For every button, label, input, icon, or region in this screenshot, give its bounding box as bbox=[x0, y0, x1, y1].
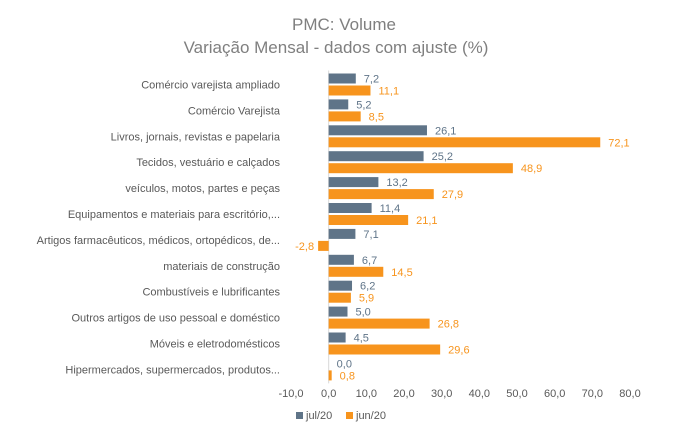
value-label-jun20: 14,5 bbox=[391, 267, 412, 279]
plot-area: Comércio varejista ampliado 7,211,1 Comérc… bbox=[37, 70, 641, 400]
bar-jul20 bbox=[328, 99, 349, 110]
value-label-jun20: 11,1 bbox=[378, 86, 399, 98]
chart-title: PMC: Volume bbox=[292, 15, 396, 34]
bar-jul20 bbox=[328, 151, 424, 162]
value-label-jun20: -2,8 bbox=[295, 241, 314, 253]
value-label-jul20: 6,7 bbox=[362, 255, 377, 267]
category-label: Móveis e eletrodomésticos bbox=[150, 339, 281, 351]
category-label: materiais de construção bbox=[163, 261, 280, 273]
bar-jul20 bbox=[328, 203, 372, 213]
bar-jul20 bbox=[328, 125, 427, 136]
value-label-jun20: 8,5 bbox=[369, 111, 384, 123]
bar-jun20 bbox=[328, 370, 332, 381]
category-label: Equipamentos e materiais para escritório… bbox=[68, 209, 280, 221]
bar-jun20 bbox=[328, 163, 513, 174]
value-label-jul20: 6,2 bbox=[360, 281, 375, 293]
bar-jul20 bbox=[328, 177, 379, 188]
legend-label-jun20: jun/20 bbox=[355, 410, 386, 422]
x-tick-label: 70,0 bbox=[582, 388, 603, 400]
x-tick-label: 80,0 bbox=[619, 388, 640, 400]
bar-jun20 bbox=[328, 189, 434, 200]
value-label-jun20: 29,6 bbox=[448, 345, 469, 357]
value-label-jul20: 0,0 bbox=[337, 358, 352, 370]
category-label: Comércio Varejista bbox=[188, 105, 281, 117]
value-label-jul20: 25,2 bbox=[432, 151, 453, 163]
legend: jul/20 jun/20 bbox=[296, 410, 386, 422]
category-label: Combustíveis e lubrificantes bbox=[142, 287, 280, 299]
x-tick-label: -10,0 bbox=[278, 388, 303, 400]
value-label-jun20: 26,8 bbox=[438, 319, 459, 331]
value-label-jul20: 5,2 bbox=[356, 99, 371, 111]
value-label-jun20: 48,9 bbox=[521, 163, 542, 175]
value-label-jul20: 7,1 bbox=[363, 229, 378, 241]
x-tick-label: 50,0 bbox=[506, 388, 527, 400]
bar-jun20 bbox=[328, 137, 601, 148]
category-label: Livros, jornais, revistas e papelaria bbox=[111, 131, 281, 143]
x-tick-label: 30,0 bbox=[431, 388, 452, 400]
bar-jun20 bbox=[318, 240, 329, 251]
category-label: Comércio varejista ampliado bbox=[141, 80, 280, 92]
bar-jul20 bbox=[328, 73, 356, 84]
category-label: Hipermercados, supermercados, produtos..… bbox=[65, 364, 280, 376]
bar-jun20 bbox=[328, 85, 371, 96]
x-tick-label: 60,0 bbox=[544, 388, 565, 400]
category-label: Tecidos, vestuário e calçados bbox=[136, 157, 280, 169]
value-label-jun20: 72,1 bbox=[608, 137, 629, 149]
bar-jul20 bbox=[328, 332, 346, 343]
value-label-jul20: 4,5 bbox=[354, 333, 369, 345]
category-label: Artigos farmacêuticos, médicos, ortopédi… bbox=[37, 235, 280, 247]
value-label-jul20: 13,2 bbox=[386, 177, 407, 189]
value-label-jul20: 11,4 bbox=[380, 203, 401, 215]
bar-jun20 bbox=[328, 318, 430, 329]
legend-swatch-jul20 bbox=[296, 412, 303, 419]
value-label-jul20: 26,1 bbox=[435, 125, 456, 137]
value-label-jun20: 21,1 bbox=[416, 215, 437, 227]
bar-jul20 bbox=[328, 228, 356, 239]
chart-subtitle: Variação Mensal - dados com ajuste (%) bbox=[184, 38, 489, 57]
value-label-jul20: 5,0 bbox=[356, 307, 371, 319]
category-label: veículos, motos, partes e peças bbox=[125, 183, 280, 195]
legend-swatch-jun20 bbox=[346, 412, 353, 419]
bar-jun20 bbox=[328, 266, 384, 277]
legend-label-jul20: jul/20 bbox=[305, 410, 332, 422]
value-label-jun20: 27,9 bbox=[442, 189, 463, 201]
x-tick-label: 40,0 bbox=[469, 388, 490, 400]
value-label-jul20: 7,2 bbox=[364, 74, 379, 86]
x-tick-label: 0,0 bbox=[321, 388, 336, 400]
bar-jun20 bbox=[328, 344, 441, 355]
bar-jun20 bbox=[328, 292, 351, 303]
value-label-jun20: 0,8 bbox=[340, 370, 355, 382]
x-tick-label: 10,0 bbox=[356, 388, 377, 400]
bar-jun20 bbox=[328, 215, 409, 225]
value-label-jun20: 5,9 bbox=[359, 293, 374, 305]
bar-jul20 bbox=[328, 280, 353, 291]
bar-jul20 bbox=[328, 306, 348, 317]
bar-jul20 bbox=[328, 254, 354, 265]
x-tick-label: 20,0 bbox=[393, 388, 414, 400]
bar-jun20 bbox=[328, 111, 361, 122]
category-label: Outros artigos de uso pessoal e doméstic… bbox=[71, 313, 280, 325]
